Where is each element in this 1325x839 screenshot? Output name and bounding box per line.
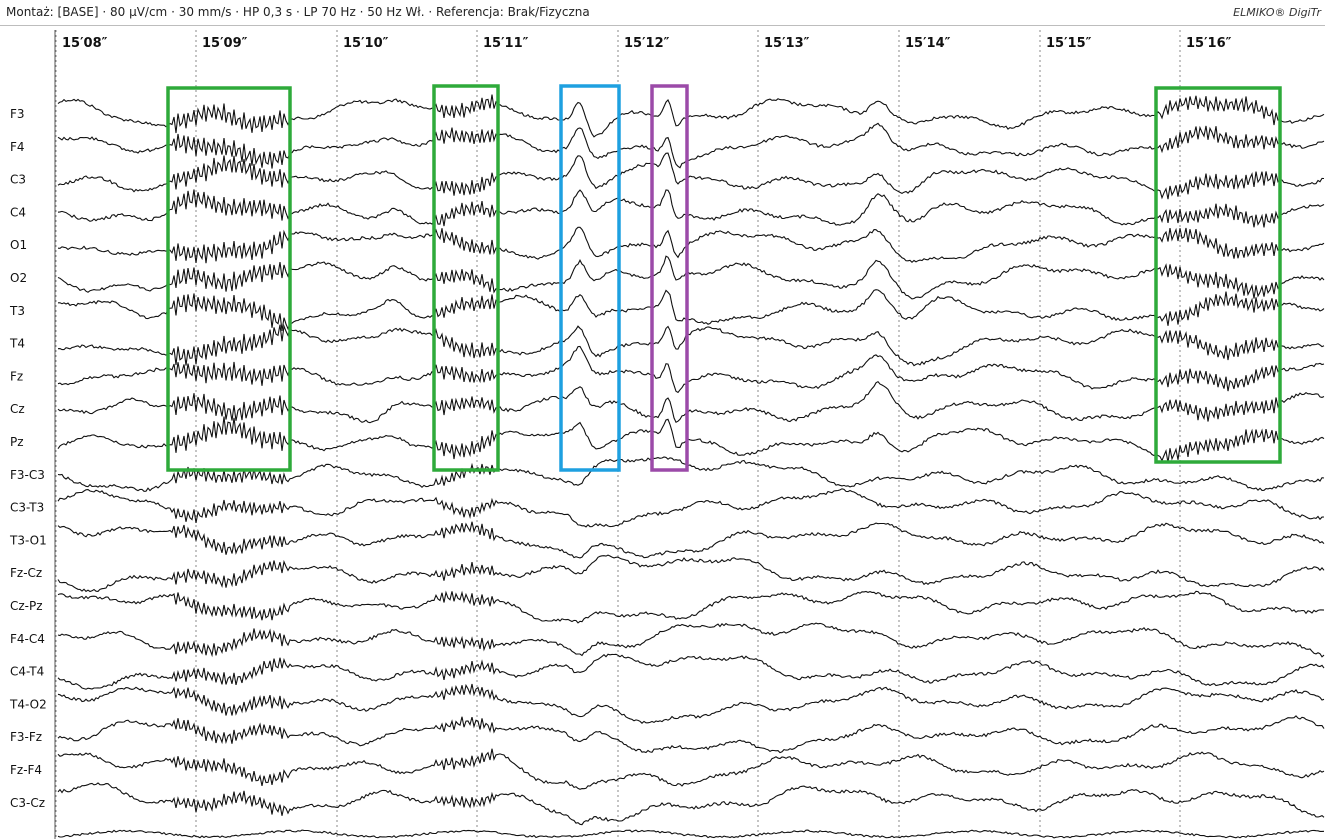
channel-label[interactable]: T3: [9, 304, 25, 318]
high-pass-label[interactable]: HP 0,3 s: [242, 5, 293, 19]
eeg-trace: [57, 829, 1325, 839]
time-grid: [54, 30, 1181, 839]
eeg-waveform-view[interactable]: 15′08″ 15′09″ 15′10″ 15′11″ 15′12″ 15′13″ 15′1…: [0, 26, 1325, 839]
eeg-trace: [57, 622, 1325, 658]
channel-label[interactable]: Cz-Pz: [10, 599, 43, 613]
eeg-trace: [57, 324, 1325, 367]
eeg-trace: [57, 226, 1325, 264]
channel-label[interactable]: T4-O2: [9, 697, 47, 711]
time-axis: 15′08″ 15′09″ 15′10″ 15′11″ 15′12″ 15′13″ 15′1…: [62, 36, 1232, 51]
time-label: 15′10″: [343, 36, 389, 51]
eeg-trace: [57, 122, 1325, 169]
eeg-trace: [57, 255, 1325, 300]
channel-label[interactable]: C4-T4: [10, 665, 44, 679]
montage-toolbar: Montaż: [BASE] · 80 µV/cm · 30 mm/s · HP…: [0, 0, 1325, 26]
eeg-trace: [57, 521, 1325, 559]
time-label: 15′11″: [483, 36, 529, 51]
time-label: 15′16″: [1186, 36, 1232, 51]
time-label: 15′12″: [624, 36, 670, 51]
channel-label[interactable]: O1: [10, 238, 27, 252]
channel-label[interactable]: Cz: [10, 402, 25, 416]
eeg-trace: [57, 488, 1325, 528]
eeg-trace: [57, 782, 1325, 826]
channel-labels: F3 F4 C3 C4 O1 O2 T3 T4 Fz Cz Pz F3-C3 C3-T3 T3-O1 Fz-…: [9, 107, 47, 810]
channel-label[interactable]: F4-C4: [10, 632, 45, 646]
channel-label[interactable]: C3: [10, 173, 26, 187]
annotation-box-green[interactable]: [1154, 86, 1282, 464]
annotation-box-green[interactable]: [166, 86, 292, 472]
notch-filter-label[interactable]: 50 Hz Wł.: [367, 5, 425, 19]
annotation-box-blue[interactable]: [559, 84, 621, 472]
channel-label[interactable]: T3-O1: [9, 533, 47, 547]
channel-label[interactable]: Pz: [10, 435, 24, 449]
channel-label[interactable]: F3: [10, 107, 25, 121]
eeg-traces: [57, 94, 1325, 839]
time-label: 15′09″: [202, 36, 248, 51]
eeg-trace: [57, 653, 1325, 690]
eeg-trace: [57, 456, 1325, 492]
channel-label[interactable]: F3-C3: [10, 468, 45, 482]
eeg-trace: [57, 345, 1325, 394]
vendor-logo: ELMIKO® DigiTr: [1233, 6, 1321, 19]
time-label: 15′08″: [62, 36, 108, 51]
channel-label[interactable]: C3-T3: [10, 501, 44, 515]
channel-label[interactable]: C4: [10, 205, 26, 219]
time-label: 15′14″: [905, 36, 951, 51]
sensitivity-label[interactable]: 80 µV/cm: [109, 5, 168, 19]
channel-label[interactable]: O2: [10, 271, 27, 285]
eeg-trace: [57, 748, 1325, 790]
channel-label[interactable]: Fz-Cz: [10, 566, 42, 580]
channel-label[interactable]: C3-Cz: [10, 796, 45, 810]
time-label: 15′15″: [1046, 36, 1092, 51]
montage-label[interactable]: Montaż: [BASE]: [6, 5, 99, 19]
low-pass-label[interactable]: LP 70 Hz: [303, 5, 356, 19]
eeg-trace: [57, 380, 1325, 424]
channel-label[interactable]: F4: [10, 140, 25, 154]
speed-label[interactable]: 30 mm/s: [178, 5, 232, 19]
eeg-trace: [57, 94, 1325, 138]
eeg-trace: [57, 715, 1325, 754]
eeg-trace: [57, 683, 1325, 724]
annotation-box-purple[interactable]: [650, 84, 689, 472]
channel-label[interactable]: Fz: [10, 369, 23, 383]
annotation-boxes: [166, 84, 1282, 472]
recording-settings: Montaż: [BASE] · 80 µV/cm · 30 mm/s · HP…: [6, 5, 590, 19]
eeg-trace: [57, 554, 1325, 593]
time-label: 15′13″: [764, 36, 810, 51]
eeg-trace: [57, 189, 1325, 228]
eeg-trace: [57, 416, 1325, 463]
eeg-trace: [57, 152, 1325, 200]
channel-label[interactable]: Fz-F4: [10, 763, 42, 777]
eeg-trace: [57, 590, 1325, 624]
channel-label[interactable]: T4: [9, 337, 25, 351]
channel-label[interactable]: F3-Fz: [10, 730, 42, 744]
eeg-trace: [58, 289, 1325, 331]
reference-label[interactable]: Referencja: Brak/Fizyczna: [435, 5, 590, 19]
annotation-box-green[interactable]: [432, 84, 500, 472]
